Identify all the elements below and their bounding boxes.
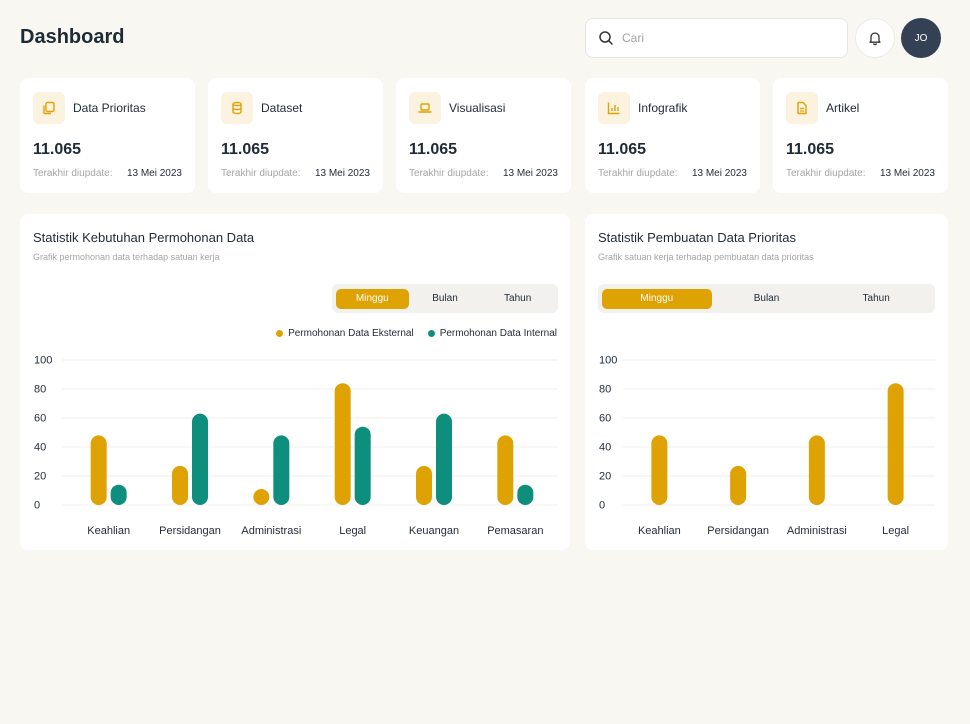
- y-tick-label: 40: [599, 442, 611, 454]
- panel-title: Statistik Kebutuhan Permohonan Data: [33, 230, 255, 245]
- bar-persidangan-2[interactable]: [192, 413, 208, 505]
- x-tick-label: Pemasaran: [487, 525, 543, 537]
- database-icon: [221, 92, 253, 124]
- stat-card-label: Dataset: [261, 101, 303, 115]
- bell-icon: [869, 32, 881, 46]
- y-tick-label: 20: [34, 471, 46, 483]
- bar-keuangan-2[interactable]: [436, 413, 452, 505]
- bar-administrasi-2[interactable]: [273, 435, 290, 505]
- x-tick-label: Persidangan: [159, 525, 221, 537]
- stat-card-value: 11.065: [786, 141, 835, 158]
- y-tick-label: 80: [599, 384, 611, 396]
- bar-keahlian-1[interactable]: [651, 435, 668, 505]
- updated-label: Terakhir diupdate:: [33, 168, 113, 179]
- updated-label: Terakhir diupdate:: [786, 168, 866, 179]
- y-tick-label: 80: [34, 384, 46, 396]
- bar-legal-2[interactable]: [354, 426, 371, 505]
- permohonan-chart-panel: Statistik Kebutuhan Permohonan Data Graf…: [20, 214, 570, 550]
- legend-dot-eksternal: [276, 330, 284, 337]
- period-switch: Minggu Bulan Tahun: [598, 284, 935, 313]
- updated-label: Terakhir diupdate:: [598, 168, 678, 179]
- copy-icon: [33, 92, 65, 124]
- y-tick-label: 100: [599, 355, 617, 367]
- y-tick-label: 60: [34, 413, 46, 425]
- bar-pemasaran-1[interactable]: [497, 435, 514, 505]
- bar-keuangan-1[interactable]: [416, 465, 432, 505]
- x-tick-label: Keahlian: [87, 525, 130, 537]
- stat-card-label: Visualisasi: [449, 101, 506, 115]
- x-tick-label: Legal: [339, 525, 366, 537]
- y-tick-label: 100: [34, 355, 52, 367]
- tab-tahun[interactable]: Tahun: [504, 293, 532, 304]
- stat-card-infografik[interactable]: Infografik 11.065 Terakhir diupdate: 13 …: [585, 78, 760, 193]
- legend-dot-internal: [427, 330, 435, 337]
- bar-persidangan-1[interactable]: [172, 465, 188, 505]
- legend-internal: Permohonan Data Internal: [427, 328, 557, 339]
- search-icon: [599, 31, 613, 45]
- y-tick-label: 60: [599, 413, 611, 425]
- stat-card-label: Data Prioritas: [73, 101, 146, 115]
- avatar[interactable]: JO: [901, 18, 941, 58]
- bar-administrasi-1[interactable]: [253, 489, 270, 505]
- stat-card-label: Infografik: [638, 101, 688, 115]
- x-tick-label: Administrasi: [241, 525, 301, 537]
- tab-minggu[interactable]: Minggu: [336, 288, 409, 309]
- x-tick-label: Keahlian: [638, 525, 681, 537]
- legend-eksternal: Permohonan Data Eksternal: [276, 328, 414, 339]
- stat-card-visualisasi[interactable]: Visualisasi 11.065 Terakhir diupdate: 13…: [396, 78, 571, 193]
- page-title: Dashboard: [20, 26, 125, 48]
- stat-card-value: 11.065: [221, 141, 270, 158]
- search-box[interactable]: [585, 18, 848, 58]
- bar-persidangan-1[interactable]: [730, 465, 747, 505]
- stat-card-value: 11.065: [409, 141, 458, 158]
- bar-keahlian-2[interactable]: [110, 484, 127, 505]
- panel-subtitle: Grafik permohonan data terhadap satuan k…: [33, 252, 220, 262]
- updated-date: 13 Mei 2023: [126, 168, 182, 179]
- prioritas-chart-panel: Statistik Pembuatan Data Prioritas Grafi…: [585, 214, 948, 550]
- updated-label: Terakhir diupdate:: [221, 168, 301, 179]
- updated-date: 13 Mei 2023: [691, 168, 747, 179]
- permohonan-bar-chart: 0 20 40 60 80 100 Keahlian Persidangan Administr…: [34, 355, 558, 537]
- stat-card-value: 11.065: [598, 141, 647, 158]
- tab-bulan[interactable]: Bulan: [753, 293, 780, 304]
- updated-label: Terakhir diupdate:: [409, 168, 489, 179]
- panel-title: Statistik Pembuatan Data Prioritas: [598, 230, 796, 245]
- updated-date: 13 Mei 2023: [502, 168, 558, 179]
- y-tick-label: 0: [34, 500, 40, 512]
- x-tick-label: Keuangan: [409, 525, 459, 537]
- tab-minggu[interactable]: Minggu: [602, 288, 712, 309]
- panel-subtitle: Grafik satuan kerja terhadap pembuatan d…: [598, 252, 814, 262]
- bar-pemasaran-2[interactable]: [517, 484, 534, 505]
- y-tick-label: 20: [599, 471, 611, 483]
- x-tick-label: Administrasi: [787, 525, 847, 537]
- updated-date: 13 Mei 2023: [314, 168, 370, 179]
- stat-card-dataset[interactable]: Dataset 11.065 Terakhir diupdate: 13 Mei…: [208, 78, 383, 193]
- search-input[interactable]: [622, 31, 822, 45]
- stat-card-label: Artikel: [826, 101, 860, 115]
- stat-card-value: 11.065: [33, 141, 82, 158]
- y-tick-label: 40: [34, 442, 46, 454]
- bar-legal-1[interactable]: [887, 383, 904, 505]
- stat-card-artikel[interactable]: Artikel 11.065 Terakhir diupdate: 13 Mei…: [773, 78, 948, 193]
- notification-button[interactable]: [855, 18, 895, 58]
- period-switch: Minggu Bulan Tahun: [332, 284, 558, 313]
- laptop-icon: [409, 92, 441, 124]
- prioritas-bar-chart: 0 20 40 60 80 100 Keahlian Persidangan Administr…: [599, 355, 935, 537]
- y-tick-label: 0: [599, 500, 605, 512]
- bar-administrasi-1[interactable]: [808, 435, 825, 505]
- updated-date: 13 Mei 2023: [879, 168, 935, 179]
- legend-label-eksternal: Permohonan Data Eksternal: [288, 328, 414, 339]
- bar-legal-1[interactable]: [334, 383, 351, 505]
- legend-label-internal: Permohonan Data Internal: [439, 328, 557, 339]
- x-tick-label: Persidangan: [707, 525, 769, 537]
- tab-bulan[interactable]: Bulan: [432, 293, 458, 304]
- tab-tahun[interactable]: Tahun: [862, 293, 890, 304]
- document-icon: [786, 92, 818, 124]
- x-tick-label: Legal: [882, 525, 909, 537]
- chart-legend: Permohonan Data Eksternal Permohonan Dat…: [276, 328, 557, 339]
- bar-chart-icon: [598, 92, 630, 124]
- stat-card-data-prioritas[interactable]: Data Prioritas 11.065 Terakhir diupdate:…: [20, 78, 195, 193]
- bar-keahlian-1[interactable]: [90, 435, 107, 505]
